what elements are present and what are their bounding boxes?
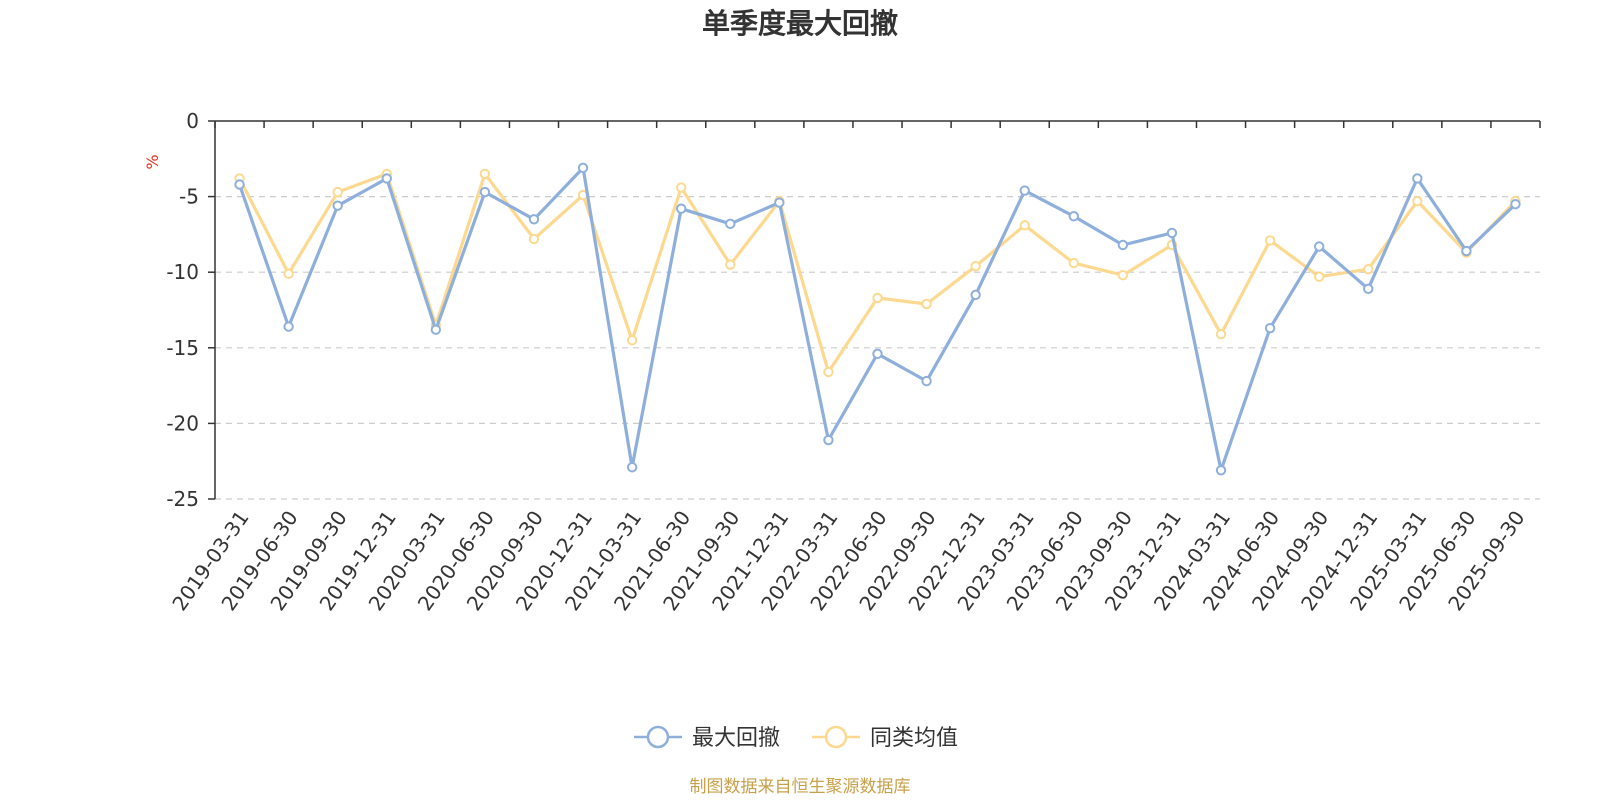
data-point (626, 335, 638, 346)
legend[interactable]: 最大回撤 同类均值 (634, 725, 958, 751)
data-point (1215, 328, 1227, 340)
data-point (479, 168, 491, 180)
data-point (1264, 322, 1276, 334)
series-group (234, 162, 1521, 476)
data-point (823, 366, 834, 378)
data-point (626, 462, 638, 473)
data-point (332, 186, 343, 198)
data-point (479, 186, 491, 198)
data-point (1019, 220, 1030, 231)
data-point (381, 173, 392, 184)
chart-title: 单季度最大回撤 (702, 7, 898, 40)
data-point (528, 214, 540, 225)
data-point (872, 292, 883, 304)
data-point (1166, 227, 1178, 239)
source-note: 制图数据来自恒生聚源数据库 (690, 777, 911, 797)
data-point (1215, 465, 1227, 476)
grid-lines (215, 196, 1540, 500)
legend-label: 最大回撤 (692, 726, 780, 751)
series-line (238, 172, 1517, 374)
data-point (676, 182, 687, 193)
data-point (1412, 195, 1423, 207)
y-axis-unit: % (143, 154, 162, 169)
data-point (1068, 211, 1079, 222)
series-group (234, 168, 1521, 378)
data-point (1117, 270, 1129, 281)
data-point (725, 218, 736, 230)
data-point (1510, 198, 1521, 210)
data-point (577, 162, 589, 174)
data-point (1363, 263, 1374, 275)
data-point (774, 197, 785, 208)
data-point (283, 321, 294, 332)
y-tick-label: -20 (166, 411, 199, 435)
data-point (676, 203, 687, 214)
data-point (921, 298, 932, 310)
data-point (528, 233, 540, 245)
data-point (1117, 239, 1129, 251)
y-tick-label: -10 (166, 260, 199, 284)
y-tick-label: -15 (166, 336, 199, 360)
data-point (921, 375, 932, 387)
legend-marker-icon (824, 725, 848, 749)
data-point (1264, 235, 1276, 246)
y-tick-label: -5 (179, 185, 199, 209)
y-tick-label: -25 (166, 487, 199, 511)
data-point (1068, 257, 1079, 269)
data-point (1412, 173, 1423, 184)
data-point (725, 259, 736, 270)
data-point (1363, 283, 1374, 295)
series-line (237, 166, 1517, 472)
data-point (1461, 245, 1472, 257)
data-point (872, 348, 883, 360)
legend-item[interactable]: 最大回撤 (634, 725, 780, 751)
series-lines (234, 162, 1521, 476)
data-point (1313, 271, 1325, 282)
data-point (430, 324, 442, 335)
data-point (283, 268, 294, 279)
data-point (1313, 241, 1325, 252)
legend-marker-icon (646, 725, 670, 749)
legend-item[interactable]: 同类均值 (812, 725, 958, 751)
data-point (970, 289, 981, 301)
data-point (332, 200, 343, 211)
data-point (1019, 185, 1030, 196)
legend-label: 同类均值 (870, 726, 958, 751)
data-point (234, 179, 245, 190)
data-point (970, 260, 981, 272)
y-tick-label: 0 (186, 109, 199, 133)
data-point (823, 434, 834, 446)
